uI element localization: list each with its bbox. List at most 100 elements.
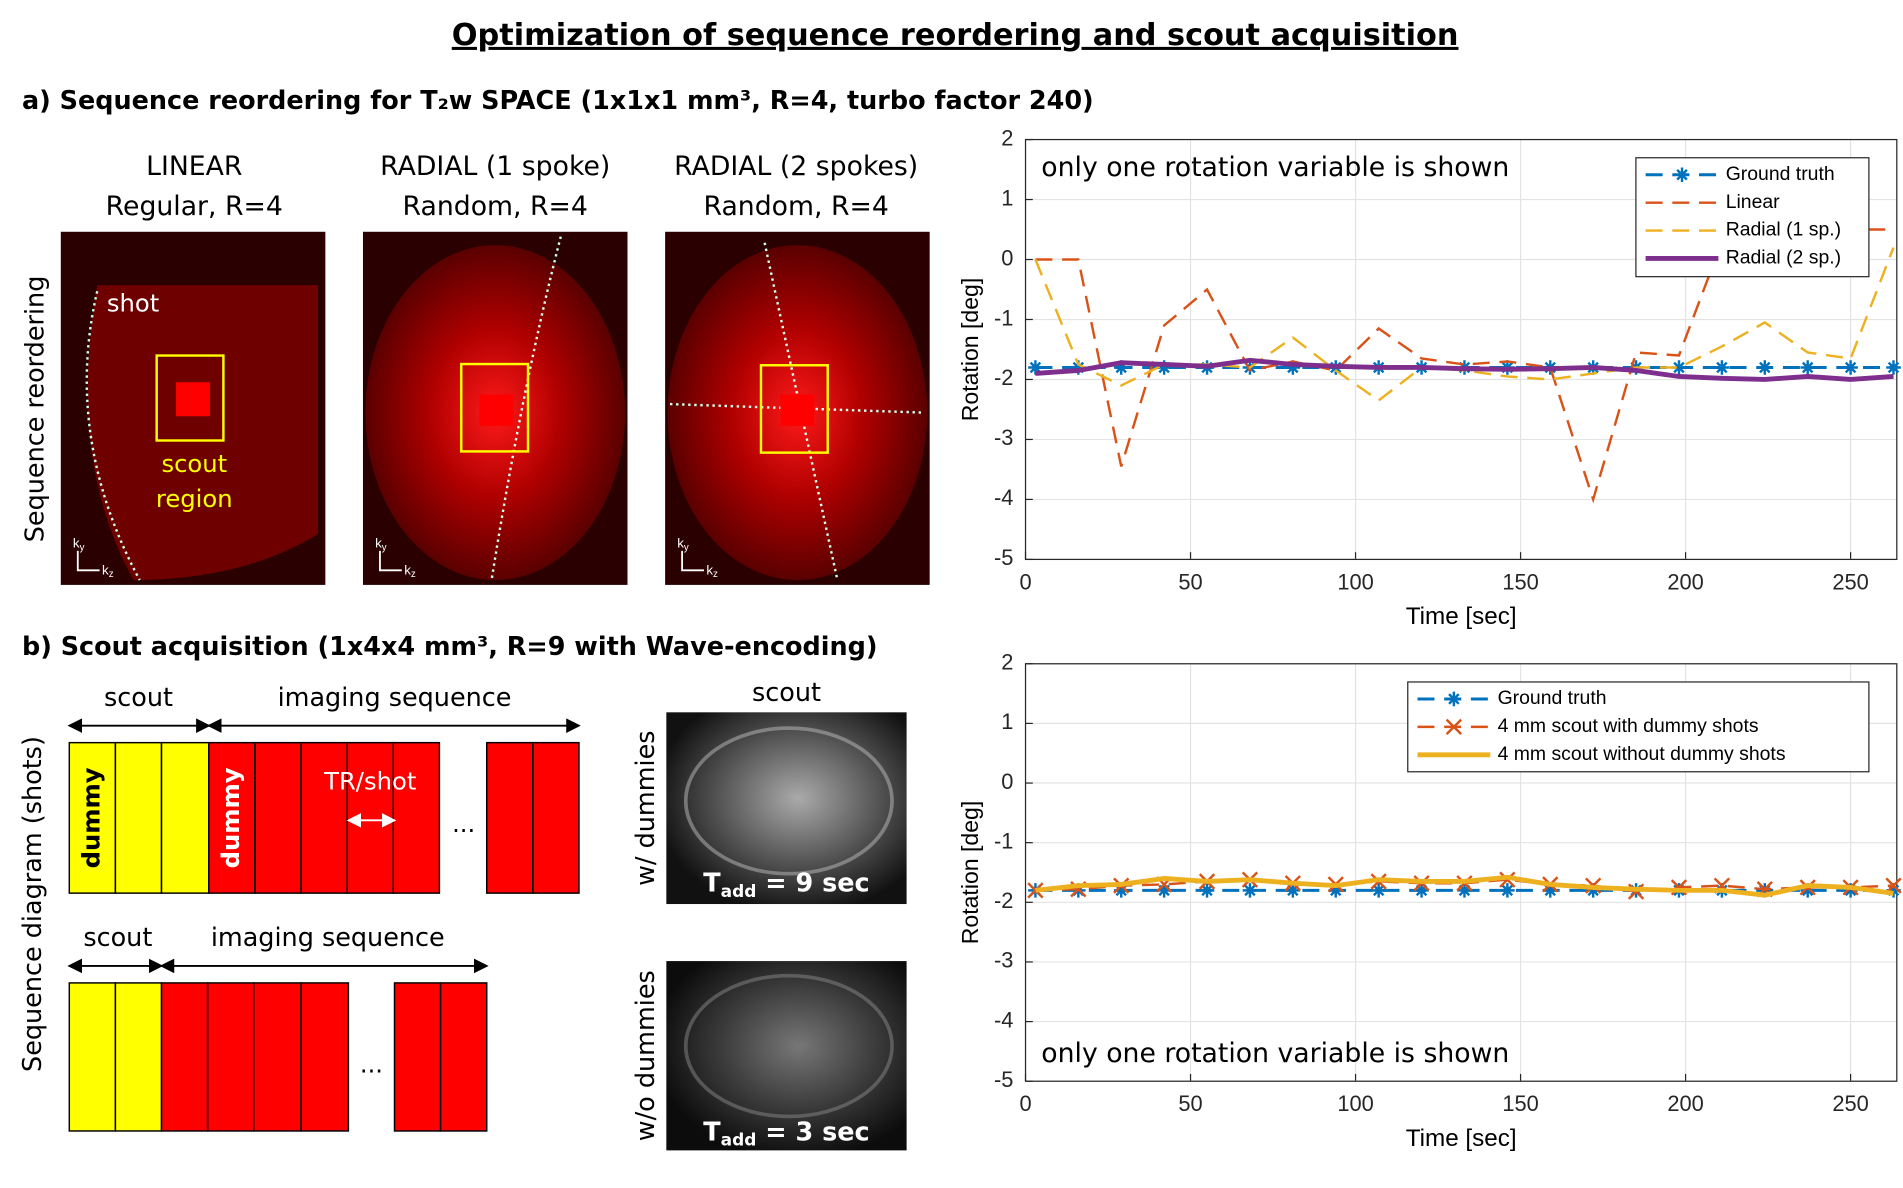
- marker: [1156, 360, 1172, 375]
- shape: [780, 394, 815, 426]
- x-tick-label: 200: [1667, 569, 1703, 594]
- plot-frame: [1024, 663, 1898, 1082]
- k-base: k: [404, 562, 411, 577]
- image-title: scout: [752, 678, 821, 708]
- shape: [683, 726, 894, 876]
- shape: [85, 290, 141, 581]
- label: add: [721, 882, 757, 902]
- line-chart: 0 50 100 150 200 250 -5 -4 -3 -2 -1 0 1 2 Time [sec] Ro…: [957, 650, 1902, 1152]
- label: T: [703, 1117, 721, 1147]
- dummy-label: dummy: [76, 767, 105, 868]
- k-axes: [379, 550, 402, 572]
- shape: [666, 961, 907, 1151]
- marker: [1371, 883, 1386, 898]
- shape: [68, 982, 117, 1132]
- k-sub: z: [109, 569, 114, 580]
- brain-images: [666, 712, 907, 1151]
- marker: [1886, 883, 1901, 898]
- legend-label: Radial (2 sp.): [1726, 247, 1841, 269]
- imaging-label: imaging sequence: [211, 923, 445, 953]
- marker: [1445, 718, 1463, 736]
- series-line: [1035, 357, 1894, 382]
- scout-label: scout: [104, 683, 173, 713]
- shape: [683, 973, 894, 1119]
- k-label: ky: [73, 535, 85, 553]
- marker: [1414, 883, 1429, 898]
- shape: [160, 741, 210, 894]
- plot-frame: [1024, 138, 1898, 561]
- series-line: [1035, 874, 1894, 898]
- shape: [346, 741, 395, 894]
- legend-label: Linear: [1726, 191, 1780, 213]
- y-tick-label: -2: [994, 365, 1013, 390]
- k-base: k: [375, 535, 382, 550]
- marker: [1446, 691, 1462, 707]
- marker: [1585, 883, 1601, 898]
- marker: [1457, 883, 1472, 898]
- marker: [1285, 360, 1301, 375]
- annotation: only one rotation variable is shown: [1041, 152, 1509, 183]
- k-label: kz: [404, 562, 416, 580]
- y-axis-label: Rotation [deg]: [957, 278, 983, 422]
- column-subtitle: Random, R=4: [704, 191, 889, 222]
- marker: [1800, 360, 1815, 375]
- marker: [1242, 883, 1258, 898]
- k-base: k: [73, 535, 80, 550]
- x-tick-label: 150: [1502, 569, 1538, 594]
- x-tick-label: 250: [1832, 1091, 1868, 1116]
- shape: [479, 394, 514, 426]
- marker: [1328, 883, 1344, 898]
- label: add: [721, 1131, 757, 1151]
- k-label: ky: [677, 535, 689, 553]
- marker: [1113, 360, 1129, 375]
- shape: [490, 236, 562, 581]
- label: T: [703, 869, 721, 899]
- shape: [532, 741, 580, 894]
- k-label: ky: [375, 535, 387, 553]
- shape: [206, 982, 255, 1132]
- column-title: RADIAL (1 spoke): [380, 151, 610, 182]
- shape: [460, 362, 530, 453]
- ellipsis: ...: [452, 809, 475, 838]
- column-subtitle: Random, R=4: [403, 191, 588, 222]
- k-sub: y: [382, 542, 387, 553]
- legend-label: Radial (1 sp.): [1726, 219, 1841, 241]
- y-tick-label: -4: [994, 485, 1013, 510]
- y-tick-label: -3: [994, 948, 1013, 973]
- k-base: k: [102, 562, 109, 577]
- y-tick-label: -2: [994, 888, 1013, 913]
- shape: [393, 982, 442, 1132]
- marker: [1671, 360, 1687, 375]
- column-subtitle: Regular, R=4: [106, 191, 283, 222]
- panel-a-label: a) Sequence reordering for T₂w SPACE (1x…: [22, 86, 1094, 116]
- row-label: w/ dummies: [631, 730, 661, 885]
- figure-title: Optimization of sequence reordering and …: [452, 18, 1459, 53]
- marker: [1714, 360, 1730, 375]
- x-axis-label: Time [sec]: [1406, 1125, 1517, 1152]
- y-tick-label: 1: [1001, 185, 1013, 210]
- shape: [176, 382, 211, 417]
- row-label: Sequence reordering: [21, 276, 51, 543]
- marker: [1156, 883, 1172, 898]
- marker: [1843, 883, 1858, 898]
- tr-shot-label: TR/shot: [323, 767, 416, 796]
- column-title: LINEAR: [146, 151, 242, 182]
- legend-label: Ground truth: [1726, 163, 1835, 185]
- scout-label: scout: [83, 923, 152, 953]
- shape: [155, 354, 225, 442]
- shape: [68, 741, 580, 894]
- y-tick-label: -1: [994, 828, 1013, 853]
- marker: [1886, 360, 1901, 375]
- shape: [160, 982, 209, 1132]
- shape: [254, 741, 302, 894]
- marker: [1542, 883, 1558, 898]
- marker: [1843, 360, 1858, 375]
- scout-region-label: scout: [161, 449, 227, 478]
- y-tick-label: 2: [1001, 125, 1013, 150]
- k-base: k: [706, 562, 713, 577]
- shape: [759, 364, 829, 454]
- k-sub: y: [684, 542, 689, 553]
- sequence-diagram: [67, 718, 581, 1132]
- x-tick-label: 50: [1178, 1091, 1202, 1116]
